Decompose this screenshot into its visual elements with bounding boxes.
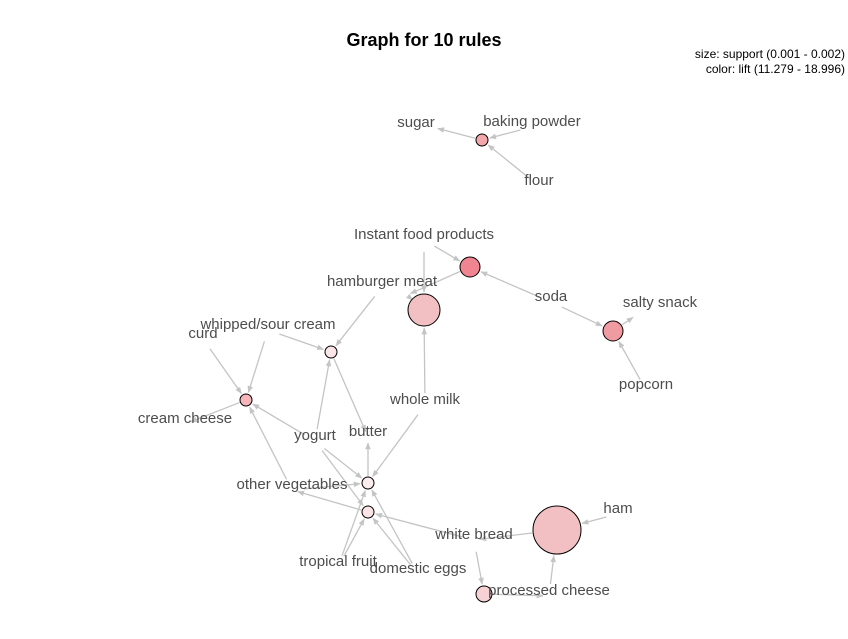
edge-r8-to-other_veg — [297, 490, 362, 511]
edge-soda-to-r4 — [561, 306, 603, 327]
graph-title: Graph for 10 rules — [346, 30, 501, 50]
item-label-sugar: sugar — [397, 114, 435, 131]
item-label-processed-cheese: processed cheese — [488, 582, 610, 599]
item-label-baking-powder: baking powder — [483, 113, 581, 130]
edge-hamburger-to-r5 — [335, 296, 376, 347]
rule-node-r6 — [239, 393, 253, 407]
edge-ham-to-r9 — [581, 516, 607, 525]
rule-node-r2 — [459, 256, 481, 278]
edge-yogurt-to-r8 — [321, 450, 364, 507]
edge-baking_powder-to-r1 — [489, 129, 521, 140]
item-labels: sugar baking powder flour Instant food prod… — [138, 113, 698, 599]
item-label-other-veg: other vegetables — [237, 476, 348, 493]
edge-white_bread-to-r8 — [375, 512, 463, 538]
edge-whole_milk-to-r3 — [421, 327, 428, 394]
edge-r4-to-salty_snack — [621, 316, 634, 326]
edge-other_veg-to-r7 — [303, 481, 361, 490]
edge-r9-to-white_bread — [479, 532, 533, 542]
edge-yogurt-to-r5 — [316, 359, 332, 430]
edge-r6-to-cream_cheese — [189, 401, 240, 423]
item-label-whole-milk: whole milk — [389, 391, 461, 408]
rule-node-r3 — [407, 293, 441, 327]
edge-instant_food-to-r2 — [434, 245, 461, 262]
rule-nodes — [239, 133, 624, 603]
rule-node-r9 — [532, 505, 582, 555]
item-label-white-bread: white bread — [434, 526, 513, 543]
item-label-soda: soda — [535, 288, 568, 305]
item-label-curd: curd — [188, 325, 217, 342]
rule-node-r5 — [324, 345, 338, 359]
edge-other_veg-to-r6 — [249, 406, 288, 480]
edge-r2-to-hamburger — [409, 270, 461, 295]
item-label-tropical: tropical fruit — [299, 553, 377, 570]
item-label-cream-cheese: cream cheese — [138, 410, 232, 427]
edge-tropical-to-r8 — [343, 518, 365, 557]
edge-domestic_eggs-to-r7 — [371, 489, 413, 564]
item-label-instant-food: Instant food products — [354, 226, 494, 243]
edge-whipped-to-r5 — [279, 333, 325, 350]
item-label-yogurt: yogurt — [294, 427, 337, 444]
edge-popcorn-to-r4 — [618, 340, 641, 380]
edge-curd-to-r6 — [209, 348, 242, 395]
edge-flour-to-r1 — [487, 144, 531, 179]
rule-node-r7 — [361, 476, 375, 490]
edge-yogurt-to-r6 — [252, 403, 306, 436]
legend-color: color: lift (11.279 - 18.996) — [706, 62, 845, 76]
edge-processed_cheese-to-r9 — [549, 555, 556, 585]
item-label-flour: flour — [524, 172, 553, 189]
edge-soda-to-r2 — [480, 271, 541, 298]
rule-node-r8 — [361, 505, 375, 519]
legend-size: size: support (0.001 - 0.002) — [695, 47, 845, 61]
item-label-hamburger: hamburger meat — [327, 273, 438, 290]
rule-node-r1 — [475, 133, 489, 147]
item-label-ham: ham — [603, 500, 632, 517]
edge-white_bread-to-r10 — [475, 551, 484, 585]
edge-r1-to-sugar — [437, 127, 476, 139]
edges — [189, 127, 641, 599]
item-label-whipped: whipped/sour cream — [199, 316, 335, 333]
item-label-domestic-eggs: domestic eggs — [370, 560, 467, 577]
rule-node-r10 — [475, 585, 493, 603]
edge-whipped-to-r6 — [247, 341, 266, 394]
edge-yogurt-to-r7 — [324, 447, 363, 479]
item-label-butter: butter — [349, 423, 387, 440]
item-label-popcorn: popcorn — [619, 376, 673, 393]
edge-r5-to-butter — [333, 358, 367, 433]
edge-whole_milk-to-r7 — [372, 414, 419, 478]
item-label-salty-snack: salty snack — [623, 294, 698, 311]
edge-r10-to-processed_cheese — [492, 592, 544, 599]
edge-domestic_eggs-to-r8 — [372, 517, 411, 566]
rule-node-r4 — [602, 320, 624, 342]
